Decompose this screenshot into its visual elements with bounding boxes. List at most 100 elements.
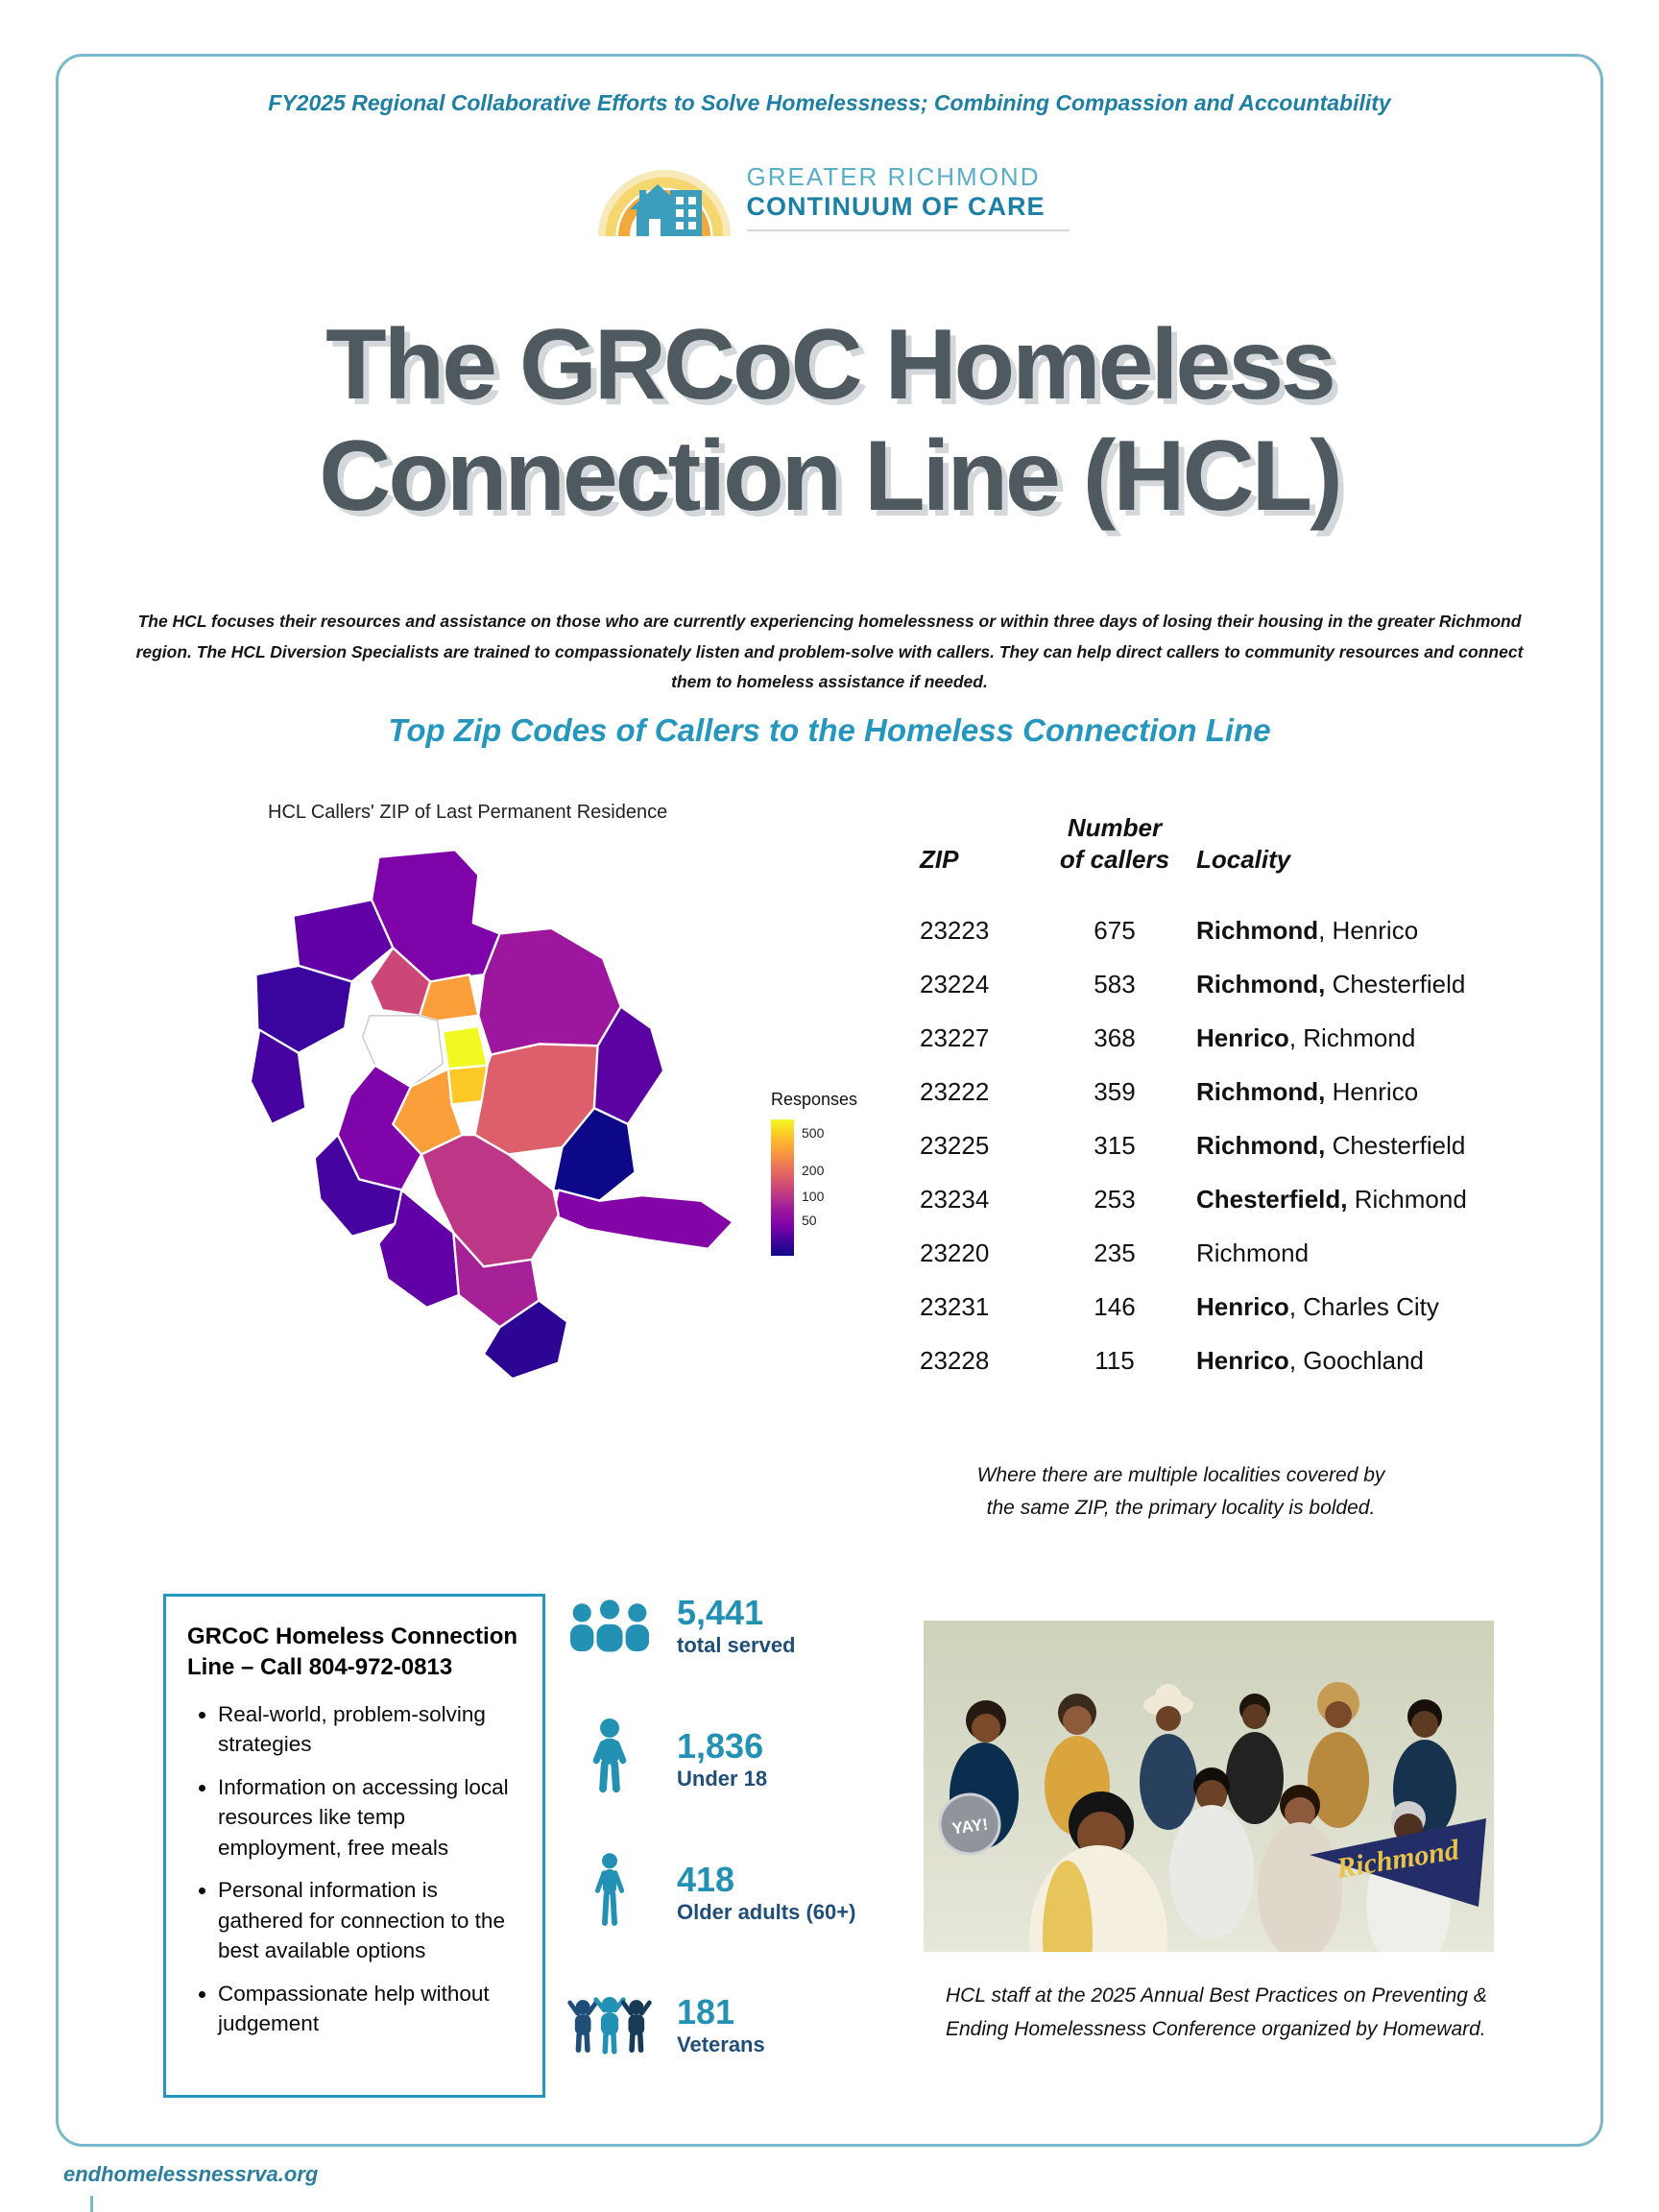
legend-tick-500: 500 xyxy=(802,1125,825,1142)
legend-tick-100: 100 xyxy=(802,1188,825,1204)
locality-secondary: Richmond xyxy=(1196,1238,1310,1267)
count-cell: 359 xyxy=(1094,1076,1136,1106)
count-cell: 115 xyxy=(1094,1345,1135,1375)
stat-under-18: 1,836 Under 18 xyxy=(562,1717,926,1801)
map-legend: Responses 500 200 100 50 xyxy=(771,1090,896,1256)
locality-cell: Richmond, Henrico xyxy=(1196,916,1484,946)
zip-cell: 23231 xyxy=(920,1291,990,1321)
people-group-icon xyxy=(562,1595,658,1656)
footer-website-link[interactable]: endhomelessnessrva.org xyxy=(63,2162,319,2186)
zip-cell: 23225 xyxy=(920,1130,990,1160)
house-logo-icon xyxy=(589,142,733,251)
locality-cell: Henrico, Goochland xyxy=(1196,1346,1484,1376)
bolding-note: Where there are multiple localities cove… xyxy=(845,1459,1517,1524)
stat-veterans: 181 Veterans xyxy=(562,1984,926,2066)
stat-value: 418 xyxy=(677,1860,735,1900)
logo-wordmark: GREATER RICHMOND CONTINUUM OF CARE xyxy=(746,161,1070,231)
photo-caption-line1: HCL staff at the 2025 Annual Best Practi… xyxy=(946,1984,1487,2007)
statistics-column: 5,441 total served 1,836 Under 18 xyxy=(562,1584,926,2066)
map-title: HCL Callers' ZIP of Last Permanent Resid… xyxy=(268,802,668,823)
child-icon xyxy=(562,1717,658,1801)
stat-total-served: 5,441 total served xyxy=(562,1584,926,1667)
zip-callers-table: ZIP Number of callers Locality 23223 675… xyxy=(920,812,1486,1387)
veterans-group-icon xyxy=(562,1995,658,2055)
page-title-line2: Connection Line (HCL) xyxy=(319,421,1343,533)
locality-secondary: , Charles City xyxy=(1288,1291,1439,1321)
header-count-line2: of callers xyxy=(1059,844,1170,874)
intro-paragraph: The HCL focuses their resources and assi… xyxy=(135,612,1524,691)
locality-cell: Richmond, Henrico xyxy=(1196,1077,1484,1107)
stat-value: 1,836 xyxy=(677,1726,764,1767)
photo-badge: YAY! xyxy=(938,1792,1001,1856)
locality-primary: Henrico xyxy=(1196,1022,1289,1052)
count-cell: 368 xyxy=(1094,1022,1136,1052)
locality-cell: Chesterfield, Richmond xyxy=(1196,1185,1484,1214)
locality-secondary: , Richmond xyxy=(1288,1022,1416,1052)
table-row: 23222 359 Richmond, Henrico xyxy=(920,1065,1486,1118)
locality-primary: Richmond, xyxy=(1196,1130,1326,1160)
count-cell: 315 xyxy=(1094,1130,1136,1160)
locality-secondary: Henrico xyxy=(1325,1076,1419,1106)
legend-gradient-bar: 500 200 100 50 xyxy=(771,1119,824,1256)
staff-photo: YAY! Richmond xyxy=(924,1621,1494,1952)
zip-cell: 23222 xyxy=(920,1076,990,1106)
staff-photo-image: YAY! Richmond xyxy=(924,1621,1494,1952)
info-bullet: Real-world, problem-solving strategies xyxy=(218,1699,521,1760)
info-bullet: Personal information is gathered for con… xyxy=(218,1875,521,1966)
header-locality: Locality xyxy=(1196,845,1291,874)
zip-choropleth-map: HCL Callers' ZIP of Last Permanent Resid… xyxy=(245,802,936,1560)
locality-cell: Richmond, Chesterfield xyxy=(1196,970,1484,999)
legend-tick-200: 200 xyxy=(802,1162,825,1178)
zip-cell: 23224 xyxy=(920,969,990,998)
zip-cell: 23228 xyxy=(920,1345,990,1375)
header-zip: ZIP xyxy=(920,845,959,874)
hcl-info-title: GRCoC Homeless Connection Line – Call 80… xyxy=(187,1623,518,1681)
zip-cell: 23227 xyxy=(920,1022,990,1052)
page-title-line1: The GRCoC Homeless xyxy=(325,309,1336,421)
table-row: 23228 115 Henrico, Goochland xyxy=(920,1334,1486,1387)
locality-primary: Henrico xyxy=(1196,1345,1289,1375)
locality-cell: Richmond xyxy=(1196,1238,1484,1268)
count-cell: 146 xyxy=(1094,1291,1136,1321)
grcoc-logo: GREATER RICHMOND CONTINUUM OF CARE xyxy=(0,142,1659,251)
locality-primary: Richmond, xyxy=(1196,1076,1326,1106)
table-row: 23227 368 Henrico, Richmond xyxy=(920,1011,1486,1065)
info-bullet: Compassionate help without judgement xyxy=(218,1979,521,2039)
count-cell: 235 xyxy=(1094,1238,1136,1267)
locality-secondary: Richmond xyxy=(1347,1184,1467,1214)
count-cell: 675 xyxy=(1094,915,1136,945)
locality-secondary: Chesterfield xyxy=(1325,969,1466,998)
legend-tick-50: 50 xyxy=(802,1213,817,1229)
locality-primary: Chesterfield, xyxy=(1196,1184,1348,1214)
stat-value: 5,441 xyxy=(677,1593,764,1633)
page-title: The GRCoC Homeless Connection Line (HCL) xyxy=(0,309,1659,533)
count-cell: 253 xyxy=(1094,1184,1136,1214)
next-page-border-fragment xyxy=(90,2196,93,2212)
table-header-row: ZIP Number of callers Locality xyxy=(920,812,1486,875)
count-cell: 583 xyxy=(1094,969,1136,998)
info-bullet: Information on accessing local resources… xyxy=(218,1772,521,1863)
choropleth-map-image xyxy=(249,849,734,1381)
logo-line1: GREATER RICHMOND xyxy=(746,161,1041,191)
hcl-info-box: GRCoC Homeless Connection Line – Call 80… xyxy=(163,1594,545,2098)
zip-cell: 23234 xyxy=(920,1184,990,1214)
section-heading: Top Zip Codes of Callers to the Homeless… xyxy=(388,712,1271,748)
locality-primary: Richmond xyxy=(1196,915,1319,945)
stat-label: Under 18 xyxy=(677,1766,768,1791)
table-row: 23220 235 Richmond xyxy=(920,1226,1486,1280)
photo-caption: HCL staff at the 2025 Annual Best Practi… xyxy=(946,1980,1498,2046)
logo-line2: CONTINUUM OF CARE xyxy=(746,191,1046,221)
stat-value: 181 xyxy=(677,1992,735,2032)
table-row: 23234 253 Chesterfield, Richmond xyxy=(920,1172,1486,1226)
table-row: 23223 675 Richmond, Henrico xyxy=(920,903,1486,957)
tagline: FY2025 Regional Collaborative Efforts to… xyxy=(268,90,1391,115)
stat-label: total served xyxy=(677,1632,796,1657)
photo-caption-line2: Ending Homelessness Conference organized… xyxy=(946,2017,1486,2040)
hcl-info-bullets: Real-world, problem-solving strategies I… xyxy=(187,1699,521,2039)
locality-primary: Henrico xyxy=(1196,1291,1289,1321)
table-row: 23231 146 Henrico, Charles City xyxy=(920,1280,1486,1334)
table-row: 23225 315 Richmond, Chesterfield xyxy=(920,1118,1486,1172)
locality-cell: Richmond, Chesterfield xyxy=(1196,1131,1484,1161)
adult-icon xyxy=(562,1852,658,1933)
